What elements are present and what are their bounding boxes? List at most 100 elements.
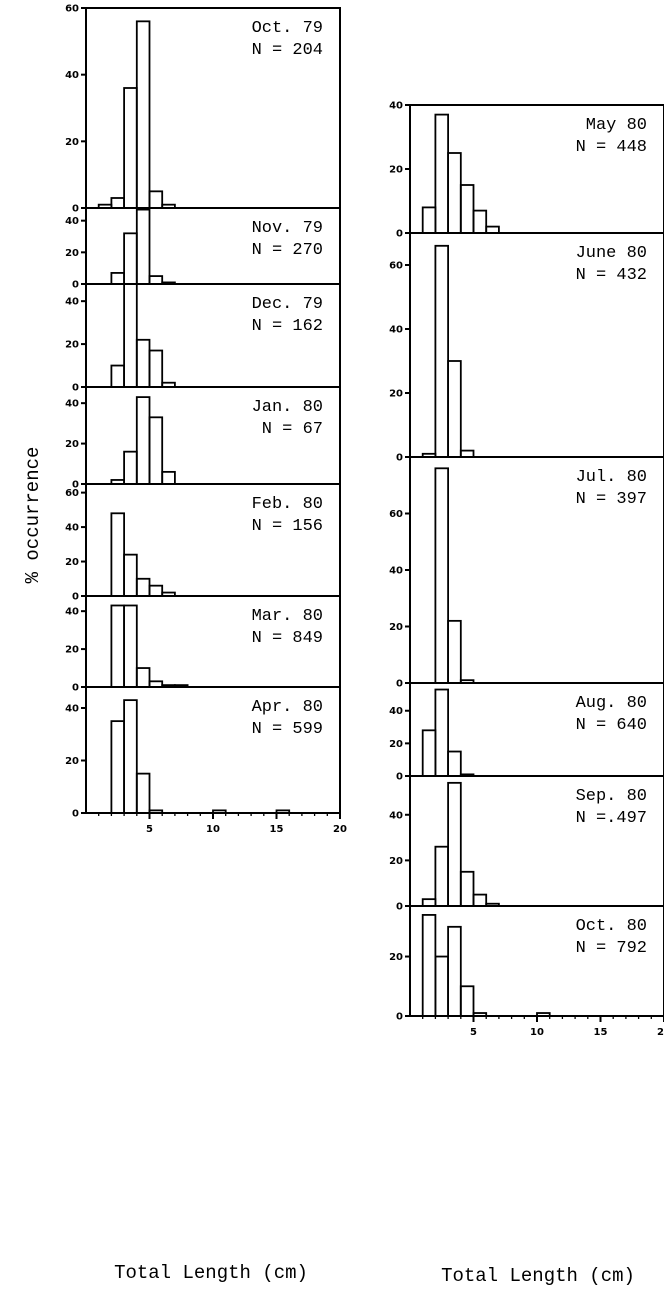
y-tick-label: 40 bbox=[65, 297, 79, 308]
y-tick-label: 60 bbox=[389, 261, 403, 272]
y-tick-label: 20 bbox=[389, 389, 403, 400]
panel-n-label: N = 432 bbox=[576, 266, 647, 285]
histogram-bar bbox=[472, 209, 488, 234]
panel-0-0: 0 20 40 60 Oct. 79 N = 204 bbox=[65, 4, 341, 215]
panel-month-label: Jul. 80 bbox=[576, 468, 647, 487]
y-tick-label: 20 bbox=[65, 439, 79, 450]
histogram-bar bbox=[135, 208, 151, 285]
histogram-bar bbox=[110, 720, 126, 814]
panel-month-label: Nov. 79 bbox=[252, 219, 323, 238]
y-tick-label: 0 bbox=[72, 592, 79, 603]
histogram-bar bbox=[434, 845, 449, 907]
panel-0-4: 0 20 40 60 Feb. 80 N = 156 bbox=[65, 483, 341, 603]
x-tick-label: 5 bbox=[146, 824, 153, 835]
panel-month-label: Mar. 80 bbox=[252, 607, 323, 626]
panel-n-label: N = 162 bbox=[252, 317, 323, 336]
panel-n-label: N = 849 bbox=[252, 629, 323, 648]
y-tick-label: 20 bbox=[65, 137, 79, 148]
histogram-bar bbox=[148, 275, 164, 285]
y-tick-label: 0 bbox=[396, 453, 403, 464]
panel-n-label: N = 67 bbox=[262, 420, 323, 439]
histogram-bar bbox=[421, 898, 437, 907]
y-tick-label: 0 bbox=[72, 683, 79, 694]
panel-month-label: June 80 bbox=[576, 244, 647, 263]
histogram-bar bbox=[110, 512, 126, 597]
panel-n-label: N = 204 bbox=[252, 41, 323, 60]
histogram-bar bbox=[135, 20, 151, 209]
histogram-bar bbox=[275, 809, 291, 814]
panel-0-5: 0 20 40 Mar. 80 N = 849 bbox=[65, 595, 341, 694]
y-tick-label: 0 bbox=[396, 772, 403, 783]
histogram-bar bbox=[161, 470, 176, 485]
histogram-bar bbox=[459, 870, 475, 907]
histogram-bar bbox=[434, 955, 449, 1017]
y-tick-label: 0 bbox=[72, 383, 79, 394]
y-tick-label: 40 bbox=[65, 523, 79, 534]
x-tick-label: 20 bbox=[333, 824, 347, 835]
y-tick-label: 0 bbox=[72, 280, 79, 291]
histogram-bar bbox=[212, 809, 227, 814]
panel-month-label: Feb. 80 bbox=[252, 495, 323, 514]
y-tick-label: 40 bbox=[65, 216, 79, 227]
y-tick-label: 0 bbox=[396, 1012, 403, 1023]
y-tick-label: 60 bbox=[65, 488, 79, 499]
panel-n-label: N = 599 bbox=[252, 720, 323, 739]
histogram-bar bbox=[472, 1012, 488, 1017]
y-tick-label: 40 bbox=[389, 101, 403, 112]
histogram-bar bbox=[536, 1012, 551, 1017]
histogram-bar bbox=[135, 772, 151, 814]
panel-month-label: Sep. 80 bbox=[576, 787, 647, 806]
panel-0-1: 0 20 40 Nov. 79 N = 270 bbox=[65, 207, 341, 291]
panel-0-6: 0 20 40 Apr. 80 N = 599 bbox=[65, 686, 341, 820]
y-tick-label: 60 bbox=[389, 509, 403, 520]
y-axis-title: % occurrence bbox=[22, 447, 44, 584]
histogram-bar bbox=[148, 809, 164, 814]
histogram-bar bbox=[123, 553, 138, 597]
y-tick-label: 40 bbox=[389, 810, 403, 821]
histogram-bar bbox=[148, 190, 164, 209]
histogram-bar bbox=[123, 87, 138, 209]
histogram-bar bbox=[123, 232, 138, 285]
panel-n-label: N =.497 bbox=[576, 809, 647, 828]
panel-month-label: Apr. 80 bbox=[252, 698, 323, 717]
histogram-bar bbox=[135, 338, 151, 388]
panel-n-label: N = 270 bbox=[252, 241, 323, 260]
left-column: 0 20 40 60 Oct. 79 N = 204 0 20 40 Nov. 79 N = 270… bbox=[65, 4, 347, 836]
panel-1-5: 0 20 Oct. 80 N = 792 bbox=[389, 905, 664, 1023]
y-tick-label: 20 bbox=[65, 557, 79, 568]
histogram-bar bbox=[434, 113, 449, 234]
y-tick-label: 0 bbox=[396, 229, 403, 240]
histogram-bar bbox=[447, 619, 462, 684]
panel-1-0: 0 20 40 May 80 N = 448 bbox=[389, 101, 664, 240]
x-tick-label: 10 bbox=[530, 1027, 544, 1038]
histogram-bar bbox=[110, 364, 126, 388]
y-tick-label: 0 bbox=[72, 809, 79, 820]
histogram-bar bbox=[110, 272, 126, 285]
y-tick-label: 60 bbox=[65, 4, 79, 15]
histogram-bar bbox=[135, 396, 151, 485]
histogram-bar bbox=[421, 206, 437, 234]
y-tick-label: 40 bbox=[65, 399, 79, 410]
histogram-bar bbox=[447, 360, 462, 458]
histogram-bar bbox=[123, 699, 138, 814]
histogram-bar bbox=[148, 416, 164, 485]
y-tick-label: 40 bbox=[65, 607, 79, 618]
panel-0-2: 0 20 40 Dec. 79 N = 162 bbox=[65, 283, 341, 394]
panel-1-1: 0 20 40 60 June 80 N = 432 bbox=[389, 232, 664, 464]
y-tick-label: 40 bbox=[65, 704, 79, 715]
y-tick-label: 20 bbox=[389, 622, 403, 633]
y-tick-label: 40 bbox=[389, 566, 403, 577]
histogram-bar bbox=[459, 184, 475, 234]
panel-n-label: N = 448 bbox=[576, 138, 647, 157]
y-tick-label: 40 bbox=[65, 70, 79, 81]
panel-1-2: 0 20 40 60 Jul. 80 N = 397 bbox=[389, 456, 664, 690]
histogram-bar bbox=[123, 450, 138, 485]
y-tick-label: 20 bbox=[65, 645, 79, 656]
x-tick-label: 15 bbox=[270, 824, 284, 835]
y-tick-label: 20 bbox=[389, 165, 403, 176]
histogram-bar bbox=[447, 152, 462, 234]
y-tick-label: 40 bbox=[389, 706, 403, 717]
histogram-bar bbox=[447, 781, 462, 907]
x-tick-label: 5 bbox=[470, 1027, 477, 1038]
